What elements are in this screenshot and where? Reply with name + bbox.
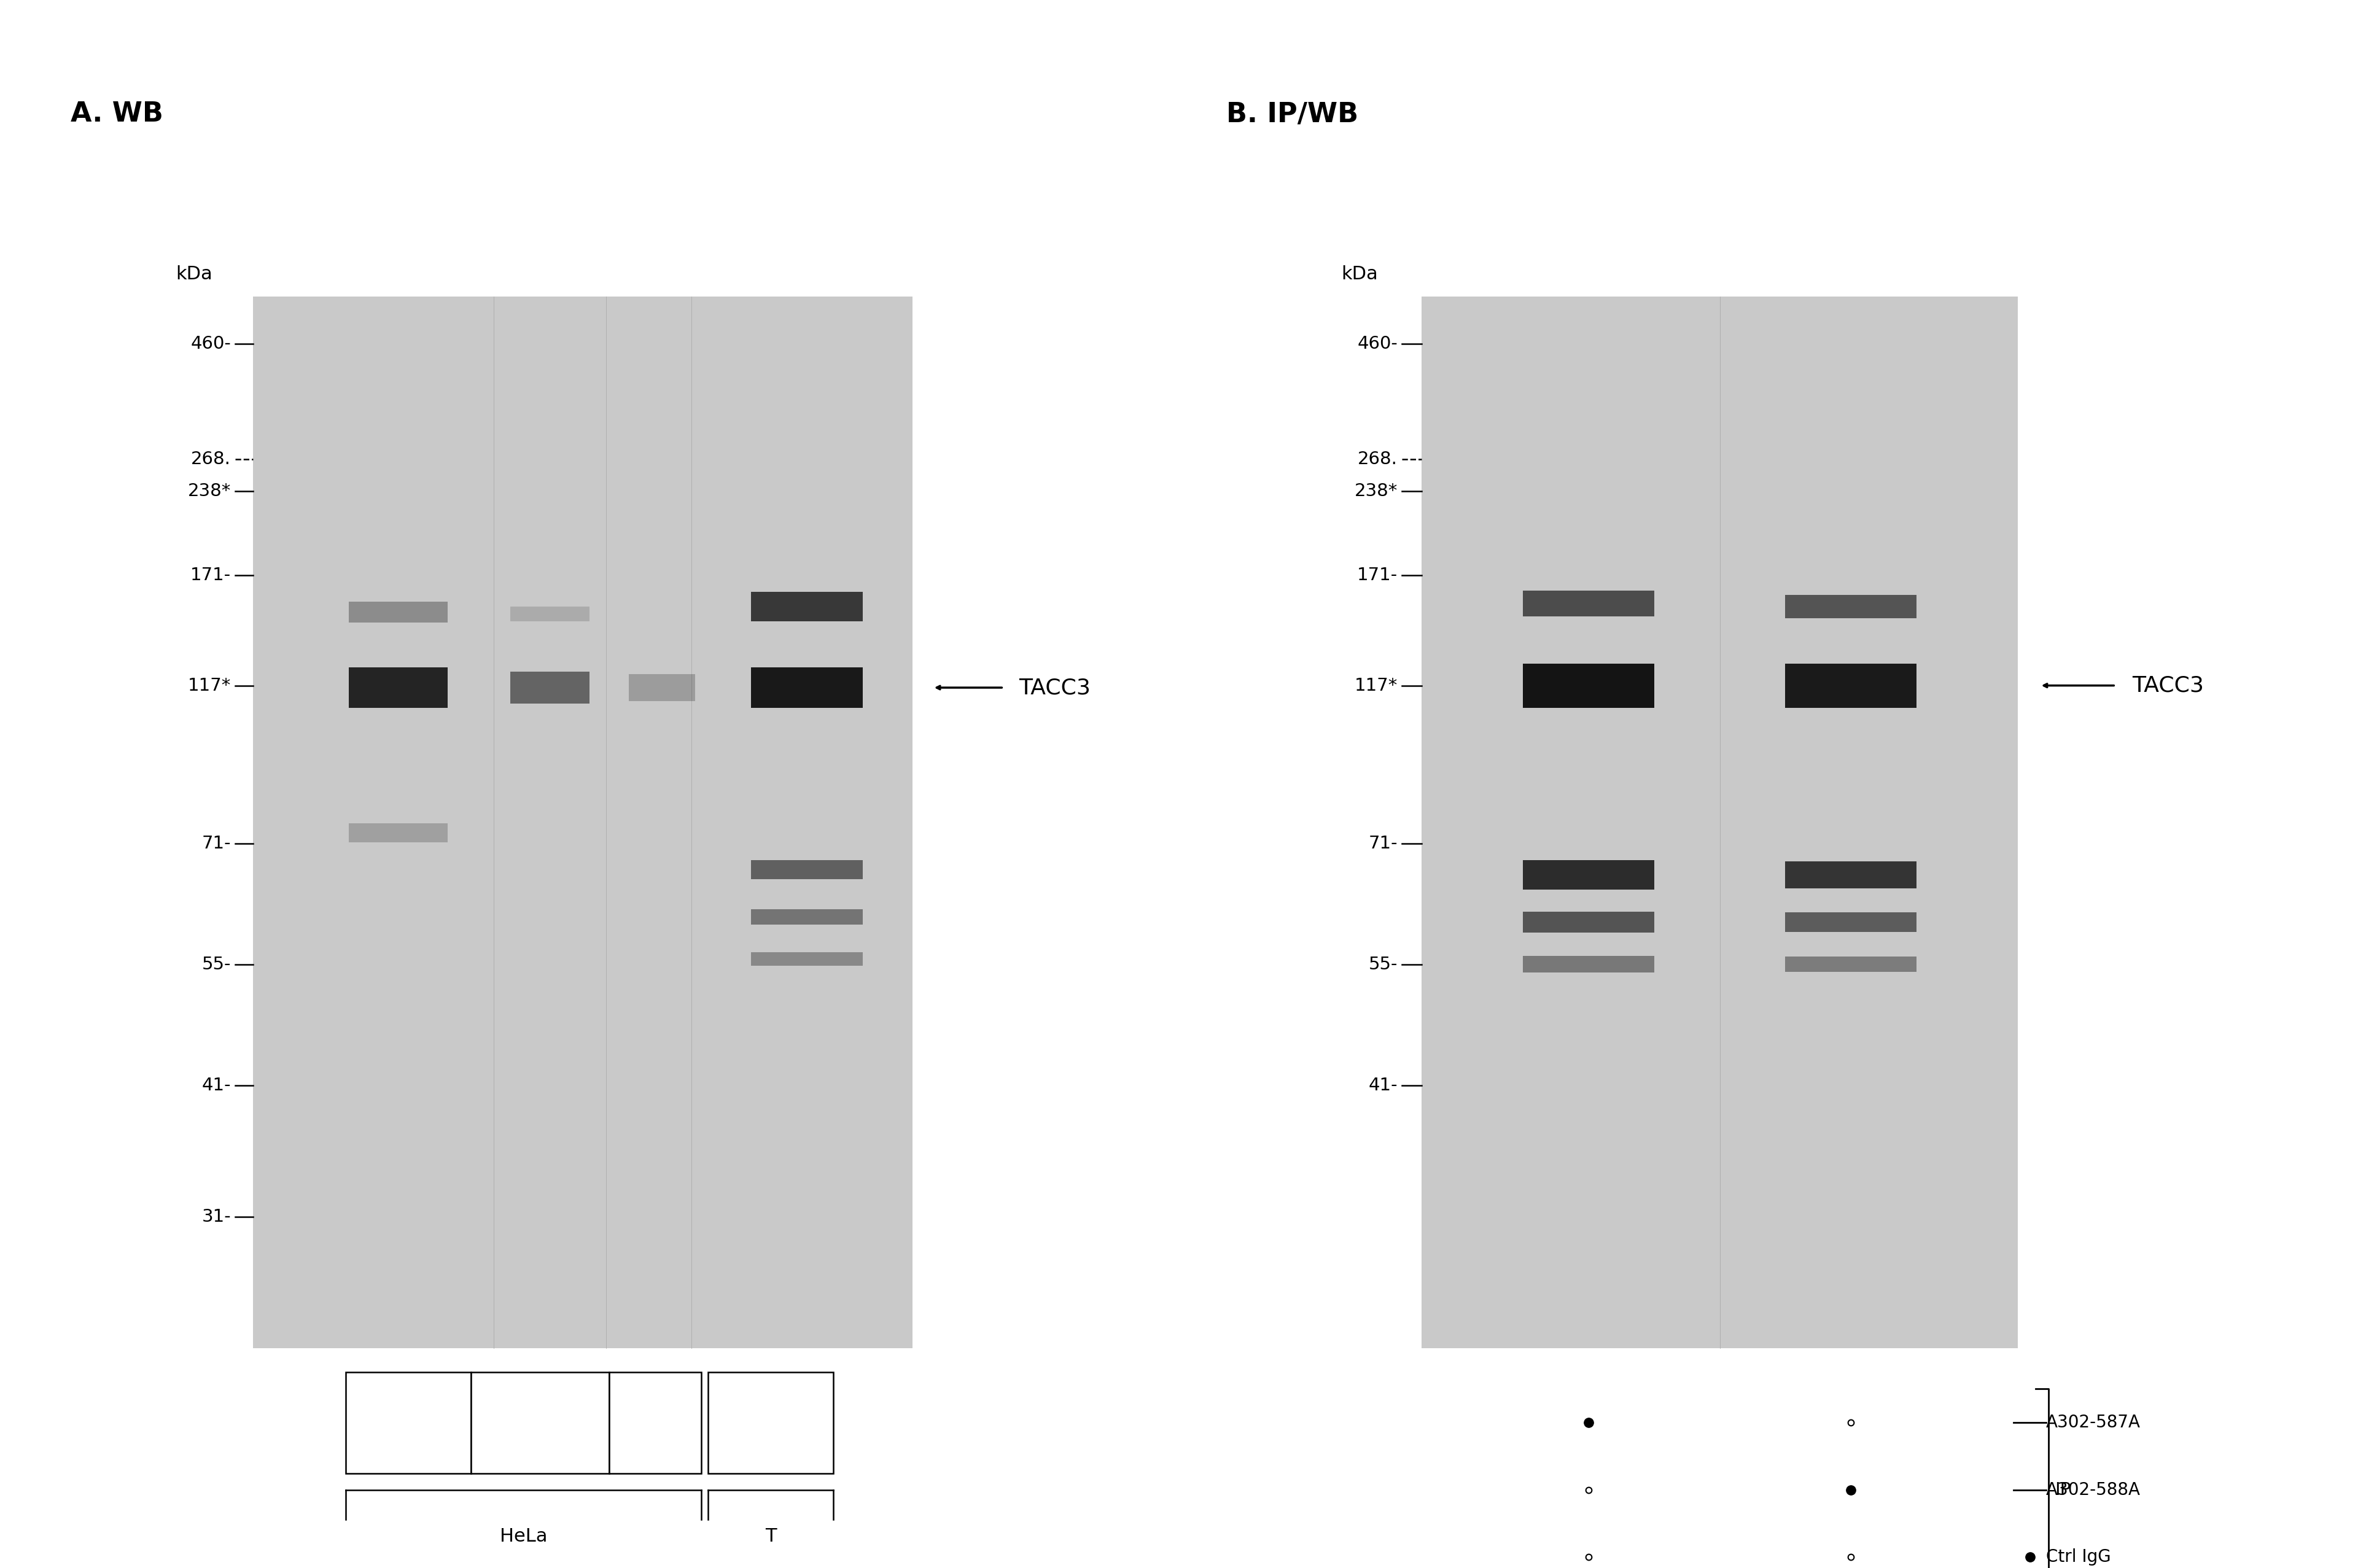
Bar: [349, 602, 448, 622]
Bar: [1785, 596, 1917, 618]
Text: 171-: 171-: [191, 566, 231, 583]
Bar: [1523, 663, 1653, 707]
Bar: [1422, 296, 2018, 1348]
Bar: [349, 668, 448, 707]
Bar: [1523, 590, 1653, 616]
Text: 268.: 268.: [191, 450, 231, 467]
Text: 171-: 171-: [1356, 566, 1398, 583]
Text: 5: 5: [648, 1414, 660, 1432]
Text: 71-: 71-: [1368, 834, 1398, 851]
Text: 15: 15: [528, 1414, 552, 1432]
Text: 50: 50: [396, 1414, 420, 1432]
Text: kDa: kDa: [177, 265, 212, 282]
Text: 55-: 55-: [203, 955, 231, 972]
Text: 460-: 460-: [1358, 336, 1398, 353]
Text: T: T: [764, 1527, 776, 1546]
Bar: [1523, 911, 1653, 933]
Text: 268.: 268.: [1358, 450, 1398, 467]
Bar: [608, 1372, 700, 1474]
Bar: [252, 296, 913, 1348]
Text: 238*: 238*: [1353, 483, 1398, 500]
Bar: [1785, 913, 1917, 931]
Text: TACC3: TACC3: [2132, 676, 2205, 696]
Bar: [630, 674, 696, 701]
Bar: [750, 861, 863, 880]
Text: A. WB: A. WB: [71, 100, 163, 127]
Text: 71-: 71-: [203, 834, 231, 851]
Bar: [1785, 956, 1917, 972]
Text: 117*: 117*: [1353, 677, 1398, 695]
Text: 41-: 41-: [1368, 1077, 1398, 1094]
Text: A302-588A: A302-588A: [2047, 1482, 2141, 1499]
Bar: [750, 591, 863, 621]
Text: B. IP/WB: B. IP/WB: [1226, 100, 1358, 127]
Bar: [750, 952, 863, 966]
Bar: [349, 823, 448, 842]
Text: IP: IP: [2054, 1482, 2070, 1499]
Text: 117*: 117*: [189, 677, 231, 695]
Bar: [1785, 663, 1917, 707]
Text: 41-: 41-: [203, 1077, 231, 1094]
Bar: [1523, 861, 1653, 889]
Text: Ctrl IgG: Ctrl IgG: [2047, 1549, 2110, 1566]
Bar: [472, 1372, 608, 1474]
Bar: [707, 1372, 832, 1474]
Bar: [1523, 956, 1653, 972]
Text: 55-: 55-: [1368, 955, 1398, 972]
Text: TACC3: TACC3: [1019, 677, 1089, 698]
Text: 238*: 238*: [189, 483, 231, 500]
Text: 460-: 460-: [191, 336, 231, 353]
Bar: [1785, 861, 1917, 889]
Bar: [347, 1372, 472, 1474]
Text: 31-: 31-: [203, 1207, 231, 1225]
Text: A302-587A: A302-587A: [2047, 1414, 2141, 1432]
Bar: [509, 607, 590, 621]
Bar: [750, 909, 863, 925]
Text: HeLa: HeLa: [500, 1527, 547, 1546]
Bar: [509, 671, 590, 704]
Bar: [750, 668, 863, 707]
Text: 50: 50: [759, 1414, 783, 1432]
Text: kDa: kDa: [1342, 265, 1377, 282]
